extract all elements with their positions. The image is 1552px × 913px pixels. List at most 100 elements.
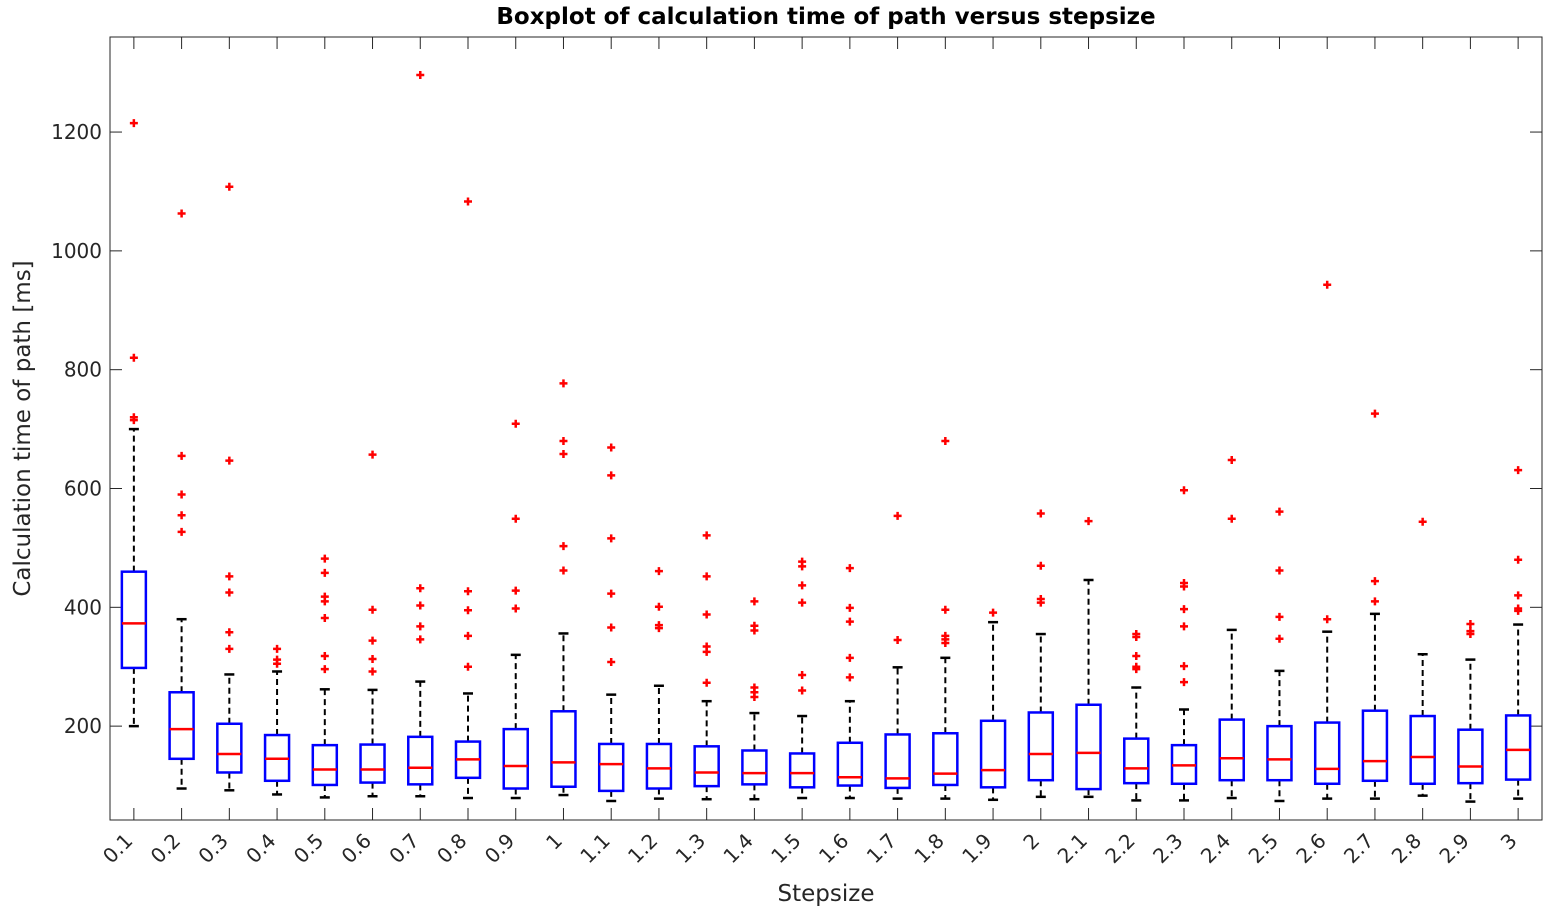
- outlier-marker: [1418, 517, 1427, 526]
- outlier-marker: [320, 568, 329, 577]
- iqr-box: [1266, 724, 1293, 782]
- outlier-marker: [368, 636, 377, 645]
- outlier-marker: [702, 678, 711, 687]
- outlier-marker: [177, 527, 186, 536]
- outlier-marker: [464, 662, 472, 671]
- x-tick-label: 2.5: [1244, 829, 1283, 868]
- outlier-marker: [1370, 577, 1379, 586]
- x-tick-label: 1.5: [766, 829, 805, 868]
- x-tick-label: 1.1: [575, 829, 614, 868]
- iqr-box: [216, 722, 243, 774]
- outlier-marker: [511, 604, 520, 613]
- x-tick-label: 0.9: [480, 829, 519, 868]
- outlier-marker: [464, 587, 472, 596]
- outlier-marker: [177, 511, 186, 520]
- iqr-box: [311, 743, 339, 787]
- outlier-marker: [798, 557, 807, 566]
- x-tick-label: 1.4: [718, 829, 757, 868]
- outlier-marker: [798, 686, 807, 695]
- outlier-marker: [416, 622, 425, 631]
- outlier-marker: [225, 628, 234, 637]
- outlier-marker: [1370, 409, 1379, 418]
- outlier-marker: [1370, 597, 1379, 606]
- outlier-marker: [559, 379, 568, 388]
- outlier-marker: [1227, 514, 1236, 523]
- outlier-marker: [845, 617, 854, 626]
- y-tick-label: 1200: [51, 120, 102, 144]
- iqr-box: [836, 741, 864, 787]
- outlier-marker: [225, 572, 234, 581]
- outlier-marker: [607, 471, 616, 480]
- outlier-marker: [798, 598, 807, 607]
- iqr-box: [788, 752, 816, 789]
- outlier-marker: [1132, 630, 1141, 639]
- outlier-marker: [1180, 605, 1188, 614]
- outlier-marker: [177, 451, 186, 460]
- outlier-marker: [1275, 634, 1284, 643]
- iqr-box: [550, 710, 577, 788]
- outlier-marker: [750, 683, 759, 692]
- outlier-marker: [1275, 612, 1284, 621]
- y-tick-label: 200: [64, 714, 102, 738]
- outlier-marker: [129, 353, 138, 362]
- outlier-marker: [1514, 555, 1523, 564]
- outlier-marker: [607, 623, 616, 632]
- iqr-box: [120, 570, 148, 670]
- outlier-marker: [1180, 662, 1188, 671]
- iqr-box: [645, 742, 673, 790]
- x-tick-label: 0.5: [289, 829, 328, 868]
- outlier-marker: [798, 581, 807, 590]
- outlier-marker: [941, 436, 950, 445]
- outlier-marker: [368, 605, 377, 614]
- x-tick-label: 2.9: [1434, 829, 1473, 868]
- outlier-marker: [225, 588, 234, 597]
- outlier-marker: [129, 413, 138, 422]
- chart-title: Boxplot of calculation time of path vers…: [496, 4, 1155, 30]
- outlier-marker: [225, 182, 234, 191]
- x-tick-label: 0.6: [337, 829, 376, 868]
- outlier-marker: [225, 644, 234, 653]
- outlier-marker: [1323, 280, 1332, 289]
- outlier-marker: [320, 665, 329, 674]
- outlier-marker: [845, 653, 854, 662]
- outlier-marker: [654, 567, 663, 576]
- outlier-marker: [1514, 591, 1523, 600]
- outlier-marker: [416, 635, 425, 644]
- outlier-marker: [1132, 652, 1141, 661]
- outlier-marker: [1275, 507, 1284, 516]
- x-tick-label: 0.4: [241, 829, 280, 868]
- outlier-marker: [1514, 604, 1523, 613]
- plot-frame: [109, 36, 1543, 821]
- y-axis-label: Calculation time of path [ms]: [10, 260, 36, 596]
- outlier-marker: [416, 584, 425, 593]
- outlier-marker: [464, 197, 472, 206]
- outlier-marker: [559, 450, 568, 459]
- outlier-marker: [893, 511, 902, 520]
- outlier-marker: [845, 564, 854, 573]
- iqr-box: [407, 735, 434, 786]
- outlier-marker: [989, 608, 998, 617]
- outlier-marker: [845, 603, 854, 612]
- outlier-marker: [1466, 627, 1475, 636]
- outlier-marker: [559, 542, 568, 551]
- x-tick-label: 0.8: [432, 829, 471, 868]
- outlier-marker: [416, 71, 425, 80]
- iqr-box: [741, 749, 768, 786]
- outlier-marker: [416, 601, 425, 610]
- outlier-marker: [559, 566, 568, 575]
- outlier-marker: [1466, 619, 1475, 628]
- x-tick-label: 0.3: [193, 829, 232, 868]
- x-tick-label: 2.6: [1291, 829, 1330, 868]
- outlier-marker: [1227, 455, 1236, 464]
- outlier-marker: [511, 514, 520, 523]
- iqr-box: [932, 732, 959, 787]
- iqr-box: [1361, 709, 1389, 783]
- outlier-marker: [225, 456, 234, 465]
- x-tick-label: 2.4: [1196, 829, 1235, 868]
- x-tick-label: 2.2: [1100, 829, 1139, 868]
- iqr-box: [359, 743, 386, 784]
- x-tick-label: 2.7: [1339, 829, 1378, 868]
- outlier-marker: [845, 673, 854, 682]
